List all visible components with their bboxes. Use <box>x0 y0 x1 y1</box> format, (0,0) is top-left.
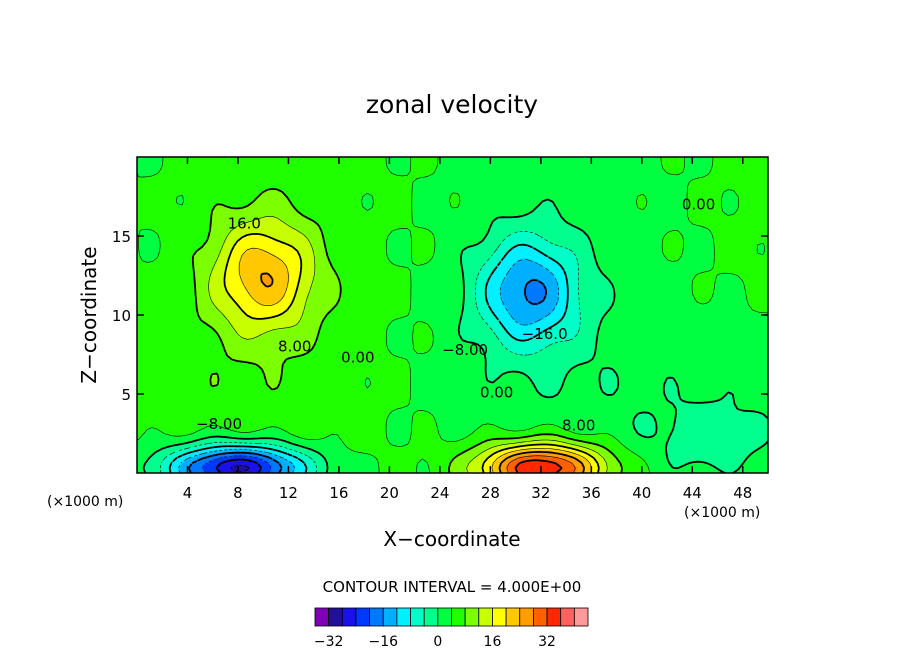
x-tick-label: 4 <box>183 484 193 502</box>
contour-label: −16.0 <box>522 325 568 343</box>
x-tick-label: 28 <box>481 484 500 502</box>
x-tick-label: 32 <box>531 484 550 502</box>
colorbar-swatch <box>355 607 371 627</box>
contour-line <box>187 279 547 473</box>
contour-label: 0.00 <box>480 383 513 401</box>
contour-lines <box>137 157 768 473</box>
contour-line <box>178 259 559 473</box>
x-tick-label: 40 <box>632 484 651 502</box>
colorbar-swatch <box>341 607 357 627</box>
contour-line <box>208 215 608 473</box>
colorbar: −32 −16 0 16 32 <box>314 607 589 650</box>
colorbar-swatch <box>410 607 425 627</box>
contour-labels: 16.0 8.00 0.00 0.00 −8.00 −16.0 0.00 8.00 −8.00 <box>196 195 715 434</box>
colorbar-swatch <box>328 607 343 627</box>
colorbar-tick-label: −32 <box>314 634 344 650</box>
contour-line <box>260 272 586 473</box>
x-axis-ticks: 4 8 12 16 20 24 28 32 36 40 44 48 <box>183 157 752 502</box>
contour-line <box>238 247 592 473</box>
contour-line <box>168 243 569 473</box>
colorbar-swatch <box>451 607 466 627</box>
contour-line <box>230 465 250 473</box>
contour-line <box>191 188 623 473</box>
colorbar-swatch <box>396 607 411 627</box>
velocity-field <box>137 157 768 473</box>
contour-line <box>202 455 272 473</box>
colorbar-swatch <box>505 607 521 627</box>
colorbar-swatch <box>560 607 575 627</box>
colorbar-swatch <box>369 607 384 627</box>
x-tick-label: 36 <box>582 484 601 502</box>
contour-line <box>215 458 263 473</box>
colorbar-swatch <box>464 607 480 627</box>
y-axis-ticks: 5 10 15 <box>112 228 768 404</box>
contour-label: 16.0 <box>228 214 261 232</box>
colorbar-swatch <box>437 607 452 627</box>
colorbar-tick-label: 32 <box>538 634 556 650</box>
contour-line <box>223 233 600 473</box>
colorbar-swatch <box>533 607 548 627</box>
x-tick-label: 44 <box>683 484 702 502</box>
colorbar-swatch <box>478 607 493 627</box>
colorbar-tick-label: 0 <box>433 634 442 650</box>
colorbar-swatch <box>382 607 398 627</box>
colorbar-swatch <box>519 607 534 627</box>
y-tick-label: 5 <box>121 386 131 404</box>
colorbar-swatch <box>573 607 589 627</box>
x-tick-label: 24 <box>430 484 449 502</box>
contour-label: −8.00 <box>442 341 488 359</box>
x-tick-label: 16 <box>329 484 348 502</box>
plot-area: 16.0 8.00 0.00 0.00 −8.00 −16.0 0.00 8.00 −8.00 <box>136 156 769 474</box>
x-tick-label: 20 <box>380 484 399 502</box>
contour-line <box>506 455 576 473</box>
colorbar-tick-label: 16 <box>484 634 502 650</box>
y-axis-label: Z−coordinate <box>77 246 101 383</box>
contour-label: 0.00 <box>682 195 715 213</box>
colorbar-swatch <box>314 607 330 627</box>
contour-label: 8.00 <box>278 338 311 356</box>
contour-interval-label: CONTOUR INTERVAL = 4.000E+00 <box>323 578 582 596</box>
colorbar-swatch <box>546 607 562 627</box>
contour-label: 0.00 <box>341 349 374 367</box>
x-unit-right: (×1000 m) <box>684 505 760 521</box>
x-tick-label: 12 <box>279 484 298 502</box>
x-unit-left: (×1000 m) <box>47 494 123 510</box>
y-tick-label: 15 <box>112 228 131 246</box>
x-tick-label: 8 <box>233 484 243 502</box>
colorbar-swatch <box>423 607 439 627</box>
x-axis-label: X−coordinate <box>383 527 520 551</box>
contour-line <box>159 231 581 473</box>
contour-line <box>137 157 768 473</box>
chart-title: zonal velocity <box>366 90 538 119</box>
colorbar-swatch <box>492 607 507 627</box>
y-tick-label: 10 <box>112 307 131 325</box>
x-tick-label: 48 <box>733 484 752 502</box>
contour-label: 8.00 <box>562 417 595 435</box>
colorbar-tick-label: −16 <box>368 634 398 650</box>
contour-label: −8.00 <box>196 415 242 433</box>
contour-line <box>142 198 768 473</box>
